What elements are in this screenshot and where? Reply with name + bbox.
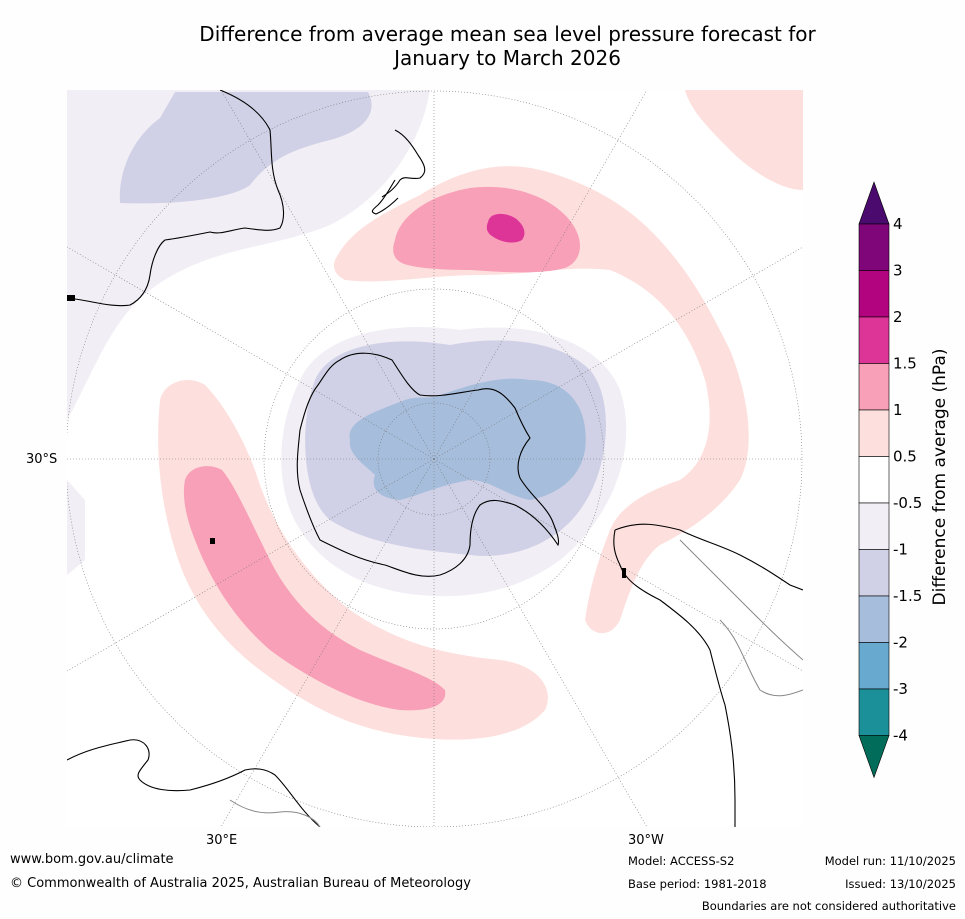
- colorbar-bin: [858, 223, 890, 271]
- colorbar-tick-label: -2: [893, 634, 908, 652]
- new-zealand-north-island: [381, 129, 426, 198]
- antarctica-coastline: [296, 352, 560, 577]
- colorbar-tick-label: 1.5: [893, 355, 917, 373]
- colorbar-bin: [858, 456, 890, 504]
- anomaly-positive-light-southwest: [158, 380, 548, 740]
- anomaly-positive-north-core: [393, 186, 580, 273]
- colorbar-tick-label: 2: [893, 308, 903, 326]
- colorbar-bin: [858, 595, 890, 643]
- colorbar-tick-label: 3: [893, 262, 903, 280]
- anomaly-positive-light-northeast: [685, 90, 803, 190]
- graticule: [67, 90, 803, 827]
- colorbar-bin: [858, 642, 890, 690]
- australia-coastline: [67, 90, 285, 307]
- website-url: www.bom.gov.au/climate: [10, 852, 174, 867]
- anomaly-negative-northwest: [119, 92, 372, 204]
- longitude-label-30e: 30°E: [206, 833, 238, 848]
- longitude-label-30w: 30°W: [628, 833, 664, 848]
- colorbar-tick-label: -1: [893, 541, 908, 559]
- title-line-1: Difference from average mean sea level p…: [199, 22, 816, 46]
- title-line-2: January to March 2026: [394, 46, 621, 70]
- colorbar-tick-label: -3: [893, 680, 908, 698]
- chart-title: Difference from average mean sea level p…: [60, 22, 955, 70]
- colorbar-bin: [858, 316, 890, 364]
- model-name: Model: ACCESS-S2: [628, 854, 735, 868]
- colorbar-title: Difference from average (hPa): [930, 348, 950, 606]
- new-zealand-south-island: [371, 179, 399, 215]
- base-period: Base period: 1981-2018: [628, 877, 767, 891]
- colorbar-bin: [858, 549, 890, 597]
- copyright: © Commonwealth of Australia 2025, Austra…: [10, 876, 471, 891]
- coastlines: [67, 90, 803, 827]
- colorbar-tick-label: -1.5: [893, 587, 922, 605]
- anomaly-positive-light-arc: [333, 166, 749, 634]
- colorbar-tick-label: 1: [893, 401, 903, 419]
- colorbar-bin: [858, 688, 890, 736]
- colorbar-tick-label: -0.5: [893, 494, 922, 512]
- south-america-coastline: [613, 523, 803, 827]
- small-islands: [67, 295, 626, 578]
- colorbar-arrow-min: [858, 735, 890, 779]
- colorbar-tick-label: 4: [893, 215, 903, 233]
- country-borders: [229, 539, 803, 827]
- colorbar-tick-label: -4: [893, 727, 908, 745]
- disclaimer: Boundaries are not considered authoritat…: [701, 899, 956, 913]
- anomaly-positive-southwest-core: [183, 466, 446, 711]
- issued-date: Issued: 13/10/2025: [845, 877, 956, 891]
- anomaly-negative-light-west-edge: [67, 480, 85, 575]
- colorbar-bin: [858, 363, 890, 411]
- colorbar-tick-label: 0.5: [893, 448, 917, 466]
- africa-coastline: [67, 739, 321, 827]
- latitude-label-30s: 30°S: [26, 452, 58, 467]
- anomaly-positive-peak: [486, 213, 525, 243]
- colorbar-arrow-max: [858, 181, 890, 225]
- colorbar-bin: [858, 502, 890, 550]
- model-run-date: Model run: 11/10/2025: [824, 854, 956, 868]
- colorbar-bin: [858, 409, 890, 457]
- colorbar-bin: [858, 270, 890, 318]
